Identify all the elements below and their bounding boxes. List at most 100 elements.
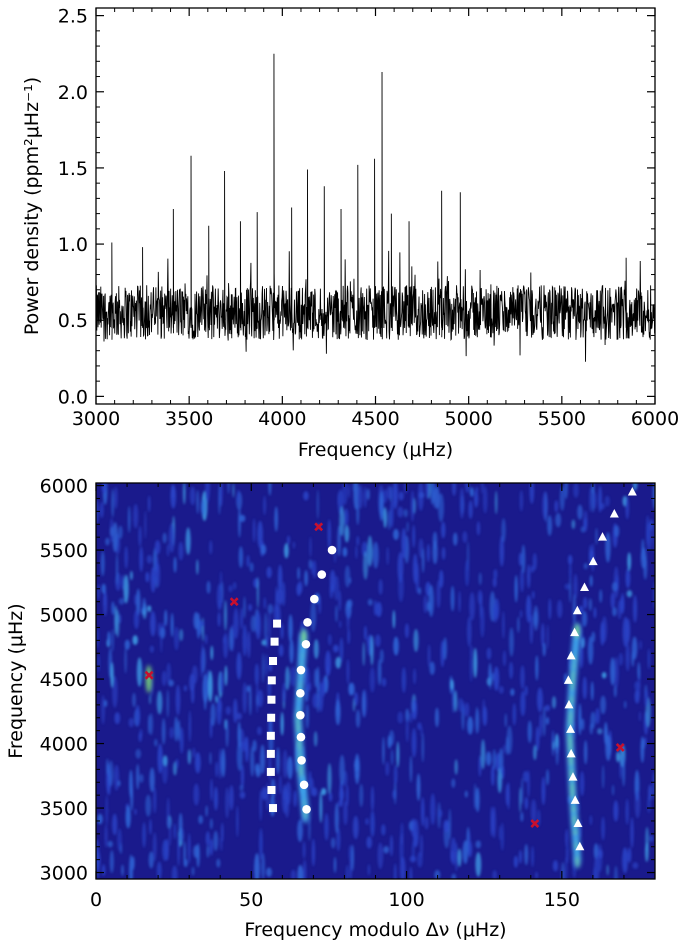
heatmap-streak [130,570,133,581]
heatmap-streak [313,639,319,659]
heatmap-streak [367,864,371,876]
heatmap-streak [527,720,532,744]
triangle-marker [575,841,585,851]
heatmap-streak [418,483,424,511]
heatmap-streak [274,506,278,532]
heatmap-streak [183,858,188,868]
heatmap-streak [329,569,336,593]
heatmap-streak [191,866,195,876]
heatmap-streak [473,783,477,810]
heatmap-streak [572,593,577,625]
heatmap-streak [626,590,633,598]
heatmap-streak [398,491,404,501]
square-marker [266,731,275,740]
heatmap-streak [614,865,618,879]
heatmap-streak [112,522,118,553]
heatmap-streak [406,521,409,533]
heatmap-streak [101,864,106,876]
heatmap-streak [135,748,142,759]
heatmap-streak [229,784,234,811]
heatmap-streak [290,666,296,687]
heatmap-streak [359,783,364,808]
heatmap-streak [544,491,548,523]
heatmap-streak [411,700,416,713]
heatmap-streak [125,805,131,829]
heatmap-streak [219,671,224,694]
heatmap-streak [519,787,522,813]
heatmap-streak [309,536,312,558]
heatmap-streak [542,706,546,737]
heatmap-streak [551,696,557,709]
heatmap-streak [112,676,118,708]
heatmap-streak [205,634,208,645]
heatmap-streak [459,487,465,519]
heatmap-streak [268,609,271,641]
heatmap-streak [504,713,507,728]
heatmap-streak [345,784,349,807]
heatmap-streak [138,526,142,547]
heatmap-streak [111,601,115,615]
heatmap-streak [573,573,578,600]
heatmap-streak [303,491,309,501]
heatmap-streak [257,726,262,736]
heatmap-streak [637,661,641,680]
heatmap-streak [156,690,163,715]
heatmap-streak [171,484,175,499]
heatmap-streak [302,859,307,879]
heatmap-streak [411,728,417,758]
heatmap-streak [196,489,199,514]
heatmap-streak [531,846,534,868]
heatmap-streak [434,869,441,879]
heatmap-streak [618,652,624,666]
heatmap-streak [316,489,319,520]
heatmap-streak [493,598,500,620]
heatmap-streak [335,605,338,623]
heatmap-streak [401,667,407,693]
heatmap-streak [581,610,588,627]
heatmap-streak [287,535,290,545]
echelle-y-tick-label: 3000 [40,863,88,885]
heatmap-streak [426,543,430,563]
heatmap-streak [297,864,304,879]
heatmap-streak [187,749,192,765]
heatmap-streak [582,676,587,700]
heatmap-streak [316,666,320,692]
heatmap-streak [243,596,246,619]
heatmap-streak [366,636,371,646]
heatmap-streak [426,601,432,612]
heatmap-streak [393,764,398,785]
heatmap-streak [475,852,482,877]
heatmap-streak [634,790,641,819]
power-spectrum-x-tick-label: 6000 [631,408,679,430]
heatmap-streak [237,489,240,504]
heatmap-streak [542,642,546,657]
heatmap-streak [367,535,373,567]
heatmap-streak [389,835,393,857]
heatmap-streak [646,515,650,545]
heatmap-streak [246,685,250,693]
heatmap-streak [377,658,382,686]
heatmap-streak [173,556,177,573]
heatmap-streak [583,562,588,570]
heatmap-streak [247,631,251,659]
triangle-marker [573,818,583,828]
heatmap-streak [647,648,651,670]
triangle-marker [570,627,580,637]
heatmap-streak [194,752,201,774]
heatmap-streak [571,519,576,530]
heatmap-streak [204,694,207,711]
heatmap-streak [280,711,284,736]
heatmap-streak [410,818,417,837]
heatmap-streak [265,635,269,649]
heatmap-streak [537,809,541,827]
heatmap-streak [353,483,359,510]
heatmap-streak [412,524,416,548]
heatmap-streak [335,656,342,669]
heatmap-streak [142,822,146,848]
heatmap-streak [182,483,186,505]
heatmap-streak [577,504,583,520]
heatmap-streak [564,483,568,500]
heatmap-streak [135,704,141,727]
heatmap-streak [145,794,152,817]
heatmap-streak [239,791,246,799]
